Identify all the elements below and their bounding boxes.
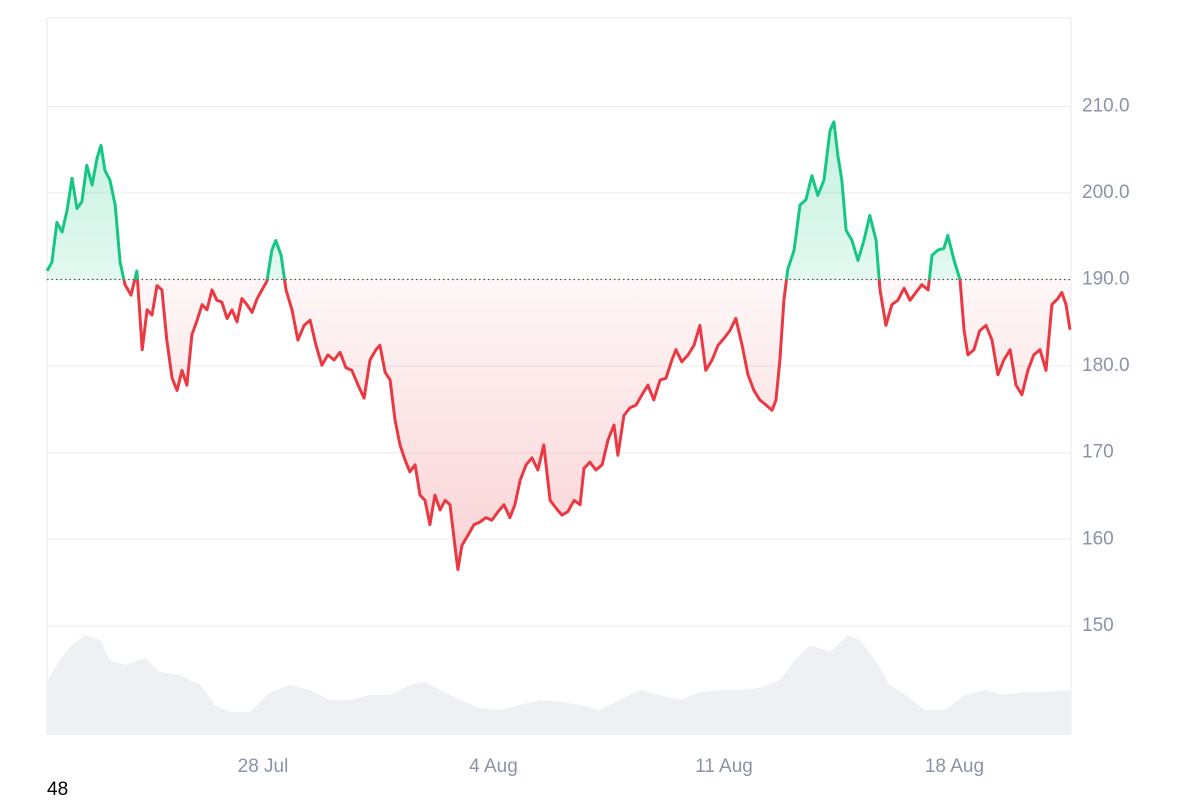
- y-tick-label: 150: [1082, 615, 1114, 636]
- y-tick-label: 190.0: [1082, 269, 1130, 290]
- y-tick-label: 180.0: [1082, 355, 1130, 376]
- y-tick-label: 160: [1082, 528, 1114, 549]
- footer-text: 48: [47, 779, 68, 800]
- y-tick-label: 210.0: [1082, 95, 1130, 116]
- price-line: [45, 120, 1072, 572]
- x-tick-label: 11 Aug: [695, 756, 753, 777]
- x-tick-label: 28 Jul: [238, 756, 289, 777]
- area-fill: [47, 121, 1070, 570]
- volume-area: [47, 635, 1070, 735]
- y-tick-label: 170: [1082, 442, 1114, 463]
- x-tick-label: 18 Aug: [925, 756, 984, 777]
- x-tick-label: 4 Aug: [469, 756, 518, 777]
- y-tick-label: 200.0: [1082, 182, 1130, 203]
